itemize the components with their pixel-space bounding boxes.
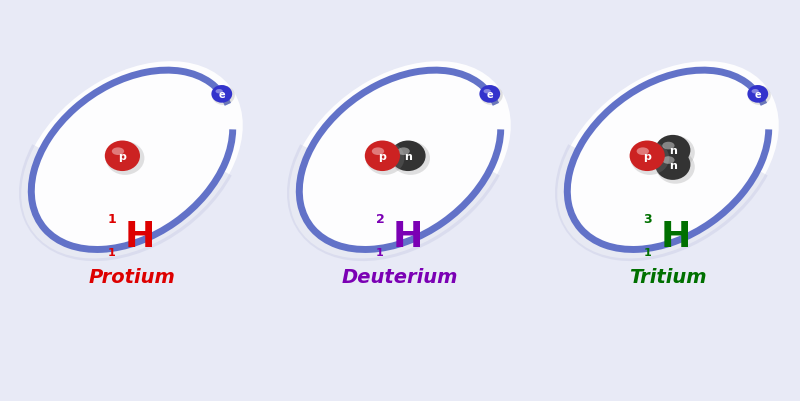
Ellipse shape xyxy=(656,151,694,184)
Text: e: e xyxy=(218,90,225,99)
Text: p: p xyxy=(378,152,386,161)
Ellipse shape xyxy=(106,142,144,176)
Ellipse shape xyxy=(630,142,669,176)
Text: p: p xyxy=(643,152,651,161)
Text: Tritium: Tritium xyxy=(629,267,707,286)
Ellipse shape xyxy=(480,86,502,105)
Ellipse shape xyxy=(747,86,768,103)
Ellipse shape xyxy=(630,141,665,172)
Text: 1: 1 xyxy=(376,248,384,257)
Ellipse shape xyxy=(662,157,674,164)
Text: n: n xyxy=(669,146,677,156)
Ellipse shape xyxy=(215,90,223,94)
Text: e: e xyxy=(486,90,493,99)
Ellipse shape xyxy=(372,148,384,156)
Text: 1: 1 xyxy=(108,248,116,257)
Text: H: H xyxy=(393,220,423,253)
Ellipse shape xyxy=(655,150,690,180)
Text: 3: 3 xyxy=(644,212,652,225)
Ellipse shape xyxy=(483,90,491,94)
Text: H: H xyxy=(661,220,691,253)
Ellipse shape xyxy=(479,86,500,103)
Ellipse shape xyxy=(390,141,426,172)
Ellipse shape xyxy=(656,136,694,170)
Text: e: e xyxy=(754,90,761,99)
Ellipse shape xyxy=(751,90,759,94)
Ellipse shape xyxy=(391,142,430,176)
Ellipse shape xyxy=(655,136,690,166)
Text: H: H xyxy=(125,220,155,253)
Text: 1: 1 xyxy=(108,212,116,225)
Ellipse shape xyxy=(290,62,510,259)
Text: n: n xyxy=(669,160,677,170)
Text: n: n xyxy=(404,152,412,161)
Ellipse shape xyxy=(662,142,674,150)
Text: Protium: Protium xyxy=(89,267,175,286)
Ellipse shape xyxy=(22,62,242,259)
Ellipse shape xyxy=(212,86,234,105)
Ellipse shape xyxy=(748,86,770,105)
Text: 1: 1 xyxy=(644,248,652,257)
Ellipse shape xyxy=(366,142,405,176)
Ellipse shape xyxy=(398,148,410,156)
Ellipse shape xyxy=(211,86,232,103)
Ellipse shape xyxy=(365,141,400,172)
Ellipse shape xyxy=(105,141,140,172)
Text: p: p xyxy=(118,152,126,161)
Text: 2: 2 xyxy=(376,212,384,225)
Ellipse shape xyxy=(637,148,649,156)
Ellipse shape xyxy=(112,148,124,156)
Ellipse shape xyxy=(558,62,778,259)
Text: Deuterium: Deuterium xyxy=(342,267,458,286)
